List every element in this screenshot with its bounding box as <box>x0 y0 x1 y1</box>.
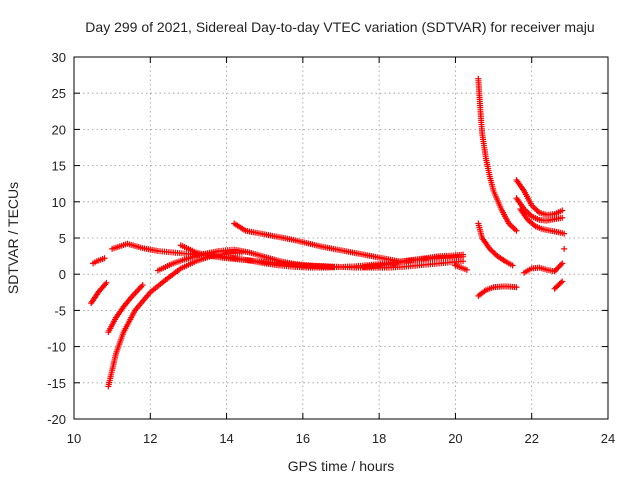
data-point <box>463 266 470 273</box>
data-point <box>559 260 566 267</box>
series-arc-16 <box>551 278 566 292</box>
data-point <box>557 261 564 268</box>
data-point <box>559 207 566 214</box>
data-point <box>330 263 337 270</box>
y-tick-label: 15 <box>52 159 66 174</box>
series-arc-9 <box>475 75 520 234</box>
x-tick-label: 18 <box>372 431 386 446</box>
series-arc-17 <box>561 245 568 252</box>
data-point <box>101 255 108 262</box>
series-arc-6 <box>177 242 337 270</box>
y-tick-label: 0 <box>59 267 66 282</box>
x-tick-label: 16 <box>296 431 310 446</box>
y-tick-label: 20 <box>52 122 66 137</box>
series-short-arc-early <box>90 255 108 267</box>
data-point <box>559 278 566 285</box>
data-point <box>513 227 520 234</box>
data-point <box>460 258 467 265</box>
y-tick-label: -5 <box>54 303 66 318</box>
series-arc-11 <box>475 283 520 299</box>
data-point <box>561 245 568 252</box>
data-point <box>139 282 146 289</box>
x-tick-label: 14 <box>219 431 233 446</box>
y-tick-label: 10 <box>52 195 66 210</box>
series-arc-14 <box>517 206 568 237</box>
data-points <box>88 75 568 390</box>
x-tick-label: 20 <box>448 431 462 446</box>
chart-title: Day 299 of 2021, Sidereal Day-to-day VTE… <box>85 19 594 35</box>
series-arc-8 <box>452 262 470 273</box>
data-point <box>557 279 564 286</box>
x-tick-label: 24 <box>601 431 615 446</box>
x-axis: 10 12 14 16 18 20 22 24 <box>67 57 615 446</box>
x-axis-label: GPS time / hours <box>288 458 395 474</box>
y-tick-label: 5 <box>59 231 66 246</box>
y-tick-label: 30 <box>52 50 66 65</box>
y-axis: -20 -15 -10 -5 0 5 10 15 20 25 30 <box>47 50 608 427</box>
data-point <box>509 262 516 269</box>
x-tick-label: 12 <box>143 431 157 446</box>
series-arc-3 <box>105 282 146 336</box>
data-point <box>460 251 467 258</box>
data-point <box>559 214 566 221</box>
x-tick-label: 22 <box>524 431 538 446</box>
y-axis-label: SDTVAR / TECUs <box>5 182 21 294</box>
data-point <box>513 284 520 291</box>
series-arc-10 <box>475 220 516 269</box>
y-tick-label: 25 <box>52 86 66 101</box>
series-arc-15 <box>521 260 566 276</box>
series-arc-7 <box>360 251 467 270</box>
y-tick-label: -15 <box>47 376 66 391</box>
data-point <box>561 230 568 237</box>
series-short-arc-early-b <box>88 279 110 307</box>
grid-lines <box>74 57 608 419</box>
data-point <box>103 279 110 286</box>
y-tick-label: -10 <box>47 340 66 355</box>
series-arc-2 <box>105 249 245 390</box>
y-tick-label: -20 <box>47 412 66 427</box>
x-tick-label: 10 <box>67 431 81 446</box>
series-arc-12 <box>513 177 566 218</box>
